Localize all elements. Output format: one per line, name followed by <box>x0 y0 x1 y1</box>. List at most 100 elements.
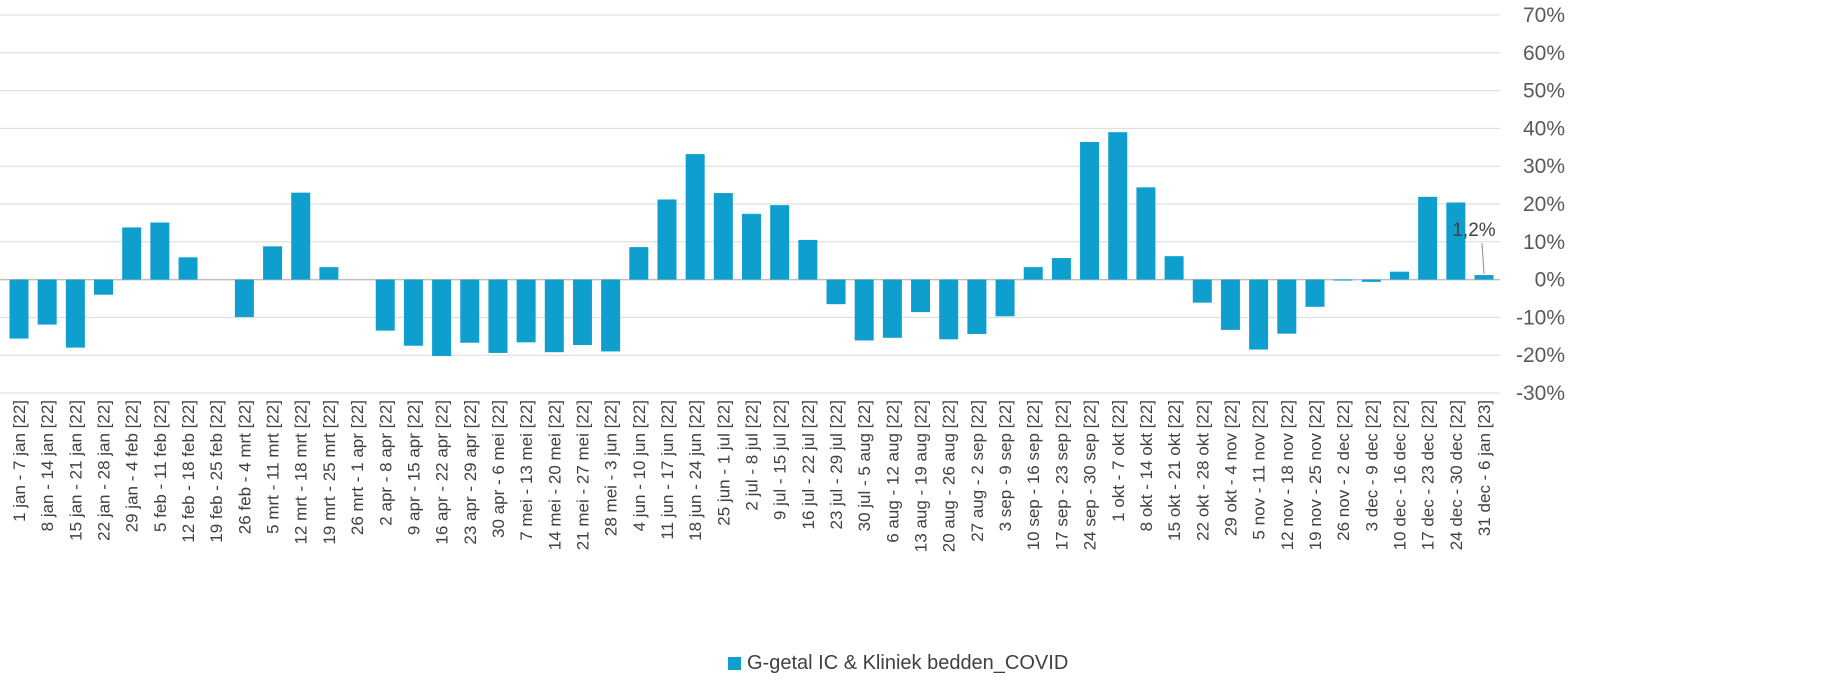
bar <box>572 279 592 345</box>
x-tick-label: 26 mrt - 1 apr [22] <box>348 400 367 535</box>
bar <box>263 246 283 280</box>
bar <box>657 199 677 280</box>
bar <box>37 279 57 325</box>
bar <box>1220 279 1240 330</box>
y-tick-label: 30% <box>1523 155 1565 178</box>
data-label: 1,2% <box>1452 220 1495 241</box>
bar <box>1051 258 1071 280</box>
bar <box>150 222 170 280</box>
x-tick-label: 22 okt - 28 okt [22] <box>1193 400 1212 541</box>
bar <box>1136 187 1156 280</box>
x-tick-label: 6 aug - 12 aug [22] <box>883 400 902 543</box>
x-tick-label: 1 jan - 7 jan [22] <box>10 400 29 522</box>
x-tick-label: 21 mei - 27 mei [22] <box>573 400 592 550</box>
x-tick-label: 23 jul - 29 jul [22] <box>827 400 846 529</box>
bar <box>1389 271 1409 280</box>
bar <box>1164 256 1184 280</box>
x-tick-label: 24 sep - 30 sep [22] <box>1081 400 1100 550</box>
bar <box>94 279 114 295</box>
x-tick-label: 29 jan - 4 feb [22] <box>123 400 142 532</box>
x-tick-label: 4 jun - 10 jun [22] <box>630 400 649 531</box>
bar <box>432 279 452 356</box>
data-label-leader <box>1481 242 1485 275</box>
bar <box>319 267 339 280</box>
x-tick-label: 2 jul - 8 jul [22] <box>743 400 762 511</box>
bar <box>798 239 818 280</box>
x-tick-label: 18 jun - 24 jun [22] <box>686 400 705 541</box>
bar <box>939 279 959 340</box>
bar <box>826 279 846 305</box>
legend-swatch <box>728 657 741 670</box>
bar <box>713 193 733 280</box>
y-tick-label: 20% <box>1523 193 1565 216</box>
x-tick-label: 19 mrt - 25 mrt [22] <box>320 400 339 545</box>
x-tick-label: 12 nov - 18 nov [22] <box>1278 400 1297 550</box>
x-tick-label: 7 mei - 13 mei [22] <box>517 400 536 541</box>
x-tick-label: 8 okt - 14 okt [22] <box>1137 400 1156 531</box>
x-tick-label: 2 apr - 8 apr [22] <box>376 400 395 526</box>
bar <box>1249 279 1269 350</box>
x-tick-label: 16 jul - 22 jul [22] <box>799 400 818 529</box>
y-tick-label: 60% <box>1523 42 1565 65</box>
x-tick-label: 5 mrt - 11 mrt [22] <box>264 400 283 534</box>
legend: G-getal IC & Kliniek bedden_COVID <box>728 652 1068 675</box>
bar <box>770 205 790 280</box>
bar <box>488 279 508 353</box>
bar <box>1361 279 1381 282</box>
y-tick-label: -30% <box>1516 382 1565 405</box>
bar <box>516 279 536 343</box>
bar <box>1108 132 1128 280</box>
x-tick-label: 30 jul - 5 aug [22] <box>855 400 874 531</box>
bar <box>178 257 198 280</box>
bar <box>911 279 931 313</box>
bar <box>291 192 311 280</box>
legend-label: G-getal IC & Kliniek bedden_COVID <box>747 652 1069 674</box>
x-tick-label: 5 feb - 11 feb [22] <box>151 400 170 532</box>
bar <box>685 154 705 280</box>
x-tick-label: 10 dec - 16 dec [22] <box>1390 400 1409 550</box>
x-tick-label: 8 jan - 14 jan [22] <box>38 400 57 531</box>
bar <box>629 247 649 280</box>
y-tick-label: -10% <box>1516 306 1565 329</box>
x-tick-label: 24 dec - 30 dec [22] <box>1447 400 1466 550</box>
x-tick-label: 3 sep - 9 sep [22] <box>996 400 1015 531</box>
x-tick-label: 9 apr - 15 apr [22] <box>404 400 423 535</box>
x-tick-label: 23 apr - 29 apr [22] <box>461 400 480 545</box>
bar <box>65 279 85 348</box>
x-tick-label: 31 dec - 6 jan [23] <box>1475 400 1494 536</box>
bar <box>1080 142 1100 280</box>
x-tick-label: 27 aug - 2 sep [22] <box>968 400 987 542</box>
y-tick-label: 0% <box>1535 269 1565 292</box>
x-tick-label: 10 sep - 16 sep [22] <box>1024 400 1043 550</box>
bar <box>1277 279 1297 334</box>
bar <box>403 279 423 346</box>
x-tick-label: 20 aug - 26 aug [22] <box>940 400 959 552</box>
x-tick-label: 3 dec - 9 dec [22] <box>1362 400 1381 531</box>
bar <box>882 279 902 338</box>
y-tick-label: 50% <box>1523 80 1565 103</box>
y-tick-label: 10% <box>1523 231 1565 254</box>
y-tick-label: 40% <box>1523 117 1565 140</box>
x-tick-label: 28 mei - 3 jun [22] <box>602 400 621 536</box>
x-tick-label: 22 jan - 28 jan [22] <box>95 400 114 541</box>
bar <box>9 279 29 339</box>
x-tick-label: 17 dec - 23 dec [22] <box>1419 400 1438 550</box>
bar <box>375 279 395 331</box>
x-tick-label: 19 nov - 25 nov [22] <box>1306 400 1325 550</box>
bar <box>1192 279 1212 303</box>
x-tick-label: 11 jun - 17 jun [22] <box>658 400 677 540</box>
x-tick-label: 30 apr - 6 mei [22] <box>489 400 508 538</box>
x-tick-label: 1 okt - 7 okt [22] <box>1109 400 1128 522</box>
x-tick-label: 9 jul - 15 jul [22] <box>771 400 790 520</box>
bar <box>854 279 874 341</box>
x-tick-label: 12 mrt - 18 mrt [22] <box>292 400 311 545</box>
bar <box>1418 196 1438 280</box>
x-tick-label: 26 feb - 4 mrt [22] <box>235 400 254 534</box>
x-tick-label: 5 nov - 11 nov [22] <box>1250 400 1269 540</box>
x-tick-label: 29 okt - 4 nov [22] <box>1221 400 1240 536</box>
x-tick-label: 19 feb - 25 feb [22] <box>207 400 226 543</box>
x-tick-label: 16 apr - 22 apr [22] <box>433 400 452 545</box>
x-tick-label: 17 sep - 23 sep [22] <box>1052 400 1071 550</box>
x-tick-label: 15 jan - 21 jan [22] <box>66 400 85 541</box>
